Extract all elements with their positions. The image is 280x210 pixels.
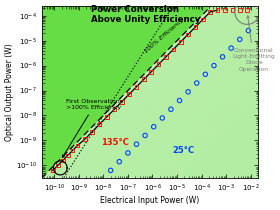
Point — [186, 33, 190, 36]
Point — [215, 8, 220, 12]
Point — [75, 144, 80, 147]
Point — [223, 8, 227, 12]
Point — [151, 125, 156, 128]
Point — [134, 85, 139, 88]
Point — [201, 18, 205, 21]
Point — [246, 29, 251, 32]
X-axis label: Electrical Input Power (W): Electrical Input Power (W) — [101, 196, 200, 205]
Point — [179, 40, 183, 43]
Point — [120, 100, 124, 104]
Point — [237, 38, 242, 41]
Point — [212, 64, 216, 67]
Text: 25°C: 25°C — [172, 146, 194, 155]
Point — [127, 93, 131, 96]
Point — [70, 149, 75, 152]
Point — [230, 8, 235, 12]
Point — [157, 63, 161, 66]
Text: 135°C: 135°C — [101, 138, 129, 147]
Point — [142, 78, 146, 81]
Point — [171, 48, 176, 51]
Point — [83, 138, 87, 141]
Text: 100% Efficiency: 100% Efficiency — [144, 17, 185, 54]
Point — [220, 55, 225, 59]
Point — [186, 90, 190, 93]
Point — [117, 160, 122, 163]
Point — [112, 108, 116, 111]
Point — [245, 8, 249, 12]
Point — [126, 151, 130, 155]
Point — [237, 8, 242, 12]
Point — [169, 108, 173, 111]
Point — [177, 99, 182, 102]
Text: Above Unity Efficiency: Above Unity Efficiency — [91, 15, 200, 24]
Y-axis label: Optical Output Power (W): Optical Output Power (W) — [5, 43, 14, 141]
Point — [90, 130, 94, 133]
Point — [51, 169, 55, 172]
Point — [208, 10, 213, 14]
Point — [105, 115, 109, 118]
Point — [66, 154, 70, 157]
Text: Conventional
Light-Emitting
Diode
Operation: Conventional Light-Emitting Diode Operat… — [232, 16, 275, 72]
Point — [60, 159, 65, 162]
Point — [203, 73, 207, 76]
Point — [164, 55, 168, 59]
Text: Power Conversion: Power Conversion — [91, 5, 179, 14]
Point — [193, 25, 198, 29]
Point — [143, 134, 147, 137]
Point — [229, 46, 234, 50]
Point — [149, 70, 153, 73]
Point — [56, 164, 60, 167]
Point — [160, 116, 165, 120]
Point — [97, 123, 102, 126]
Point — [108, 169, 113, 172]
Point — [195, 81, 199, 85]
Point — [134, 143, 139, 146]
Text: First Observations
>100% Efficiency: First Observations >100% Efficiency — [62, 99, 123, 158]
